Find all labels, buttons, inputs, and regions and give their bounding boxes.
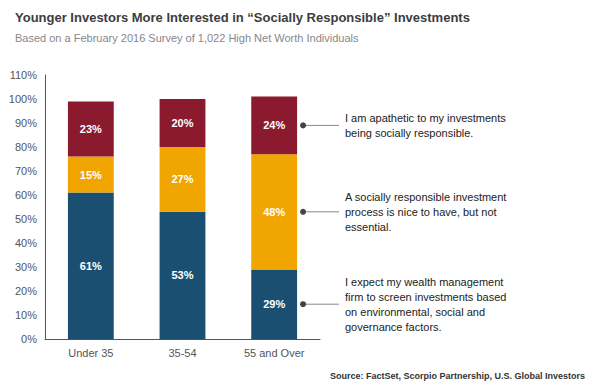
svg-text:governance factors.: governance factors. [345, 321, 442, 333]
svg-text:61%: 61% [80, 260, 102, 272]
svg-text:I expect my wealth management: I expect my wealth management [345, 276, 503, 288]
svg-text:110%: 110% [10, 69, 38, 81]
svg-text:70%: 70% [15, 165, 37, 177]
svg-text:Under 35: Under 35 [68, 347, 113, 359]
svg-text:10%: 10% [15, 309, 37, 321]
svg-text:firm to screen investments bas: firm to screen investments based [345, 291, 506, 303]
svg-text:being socially responsible.: being socially responsible. [345, 127, 473, 139]
svg-text:Younger Investors More Interes: Younger Investors More Interested in “So… [15, 10, 470, 25]
svg-text:80%: 80% [15, 141, 37, 153]
svg-text:50%: 50% [15, 213, 37, 225]
svg-text:29%: 29% [263, 298, 285, 310]
svg-text:FactSet, Scorpio Partnership,: FactSet, Scorpio Partnership, U.S. Globa… [363, 371, 585, 381]
svg-text:24%: 24% [263, 119, 285, 131]
svg-text:30%: 30% [15, 261, 37, 273]
svg-text:A socially responsible investm: A socially responsible investment [345, 191, 506, 203]
svg-text:Based on a February 2016 Surve: Based on a February 2016 Survey of 1,022… [15, 32, 359, 44]
svg-text:55 and Over: 55 and Over [244, 347, 305, 359]
svg-text:53%: 53% [171, 269, 193, 281]
svg-text:100%: 100% [9, 93, 37, 105]
svg-text:20%: 20% [15, 285, 37, 297]
svg-text:90%: 90% [15, 117, 37, 129]
svg-text:process is nice to have, but n: process is nice to have, but not [345, 206, 497, 218]
svg-text:essential.: essential. [345, 221, 391, 233]
svg-text:40%: 40% [15, 237, 37, 249]
svg-text:48%: 48% [263, 206, 285, 218]
svg-text:I am apathetic to my investmen: I am apathetic to my investments [345, 112, 506, 124]
svg-text:0%: 0% [21, 333, 37, 345]
svg-text:60%: 60% [15, 189, 37, 201]
svg-text:35-54: 35-54 [168, 347, 196, 359]
svg-text:15%: 15% [80, 169, 102, 181]
svg-text:Source:: Source: [330, 371, 364, 381]
svg-text:on environmental, social and: on environmental, social and [345, 306, 485, 318]
svg-text:23%: 23% [80, 123, 102, 135]
svg-text:27%: 27% [171, 173, 193, 185]
svg-text:20%: 20% [171, 117, 193, 129]
